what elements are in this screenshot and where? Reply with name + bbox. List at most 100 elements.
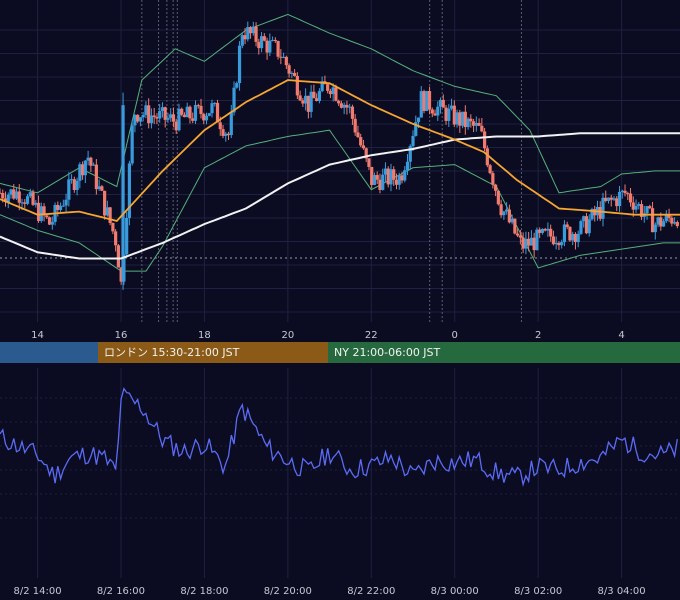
x-tick-label: 4 bbox=[618, 330, 624, 341]
candle-body bbox=[334, 87, 338, 101]
candle-body bbox=[166, 117, 170, 120]
price-panel[interactable]: 14 16 18 20 22 0 2 4 bbox=[0, 0, 680, 342]
candle-body bbox=[133, 114, 137, 126]
candle-body bbox=[17, 191, 21, 203]
candle-body bbox=[367, 158, 371, 167]
candle-body bbox=[634, 205, 638, 210]
candle-body bbox=[121, 105, 125, 281]
candle-body bbox=[50, 221, 54, 225]
candle-body bbox=[348, 106, 352, 108]
candle-body bbox=[331, 87, 335, 95]
candle-body bbox=[144, 105, 148, 115]
candle-body bbox=[383, 168, 388, 175]
candle-body bbox=[320, 81, 324, 92]
candle-body bbox=[416, 117, 421, 123]
candle-body bbox=[304, 95, 308, 104]
x-tick-label: 8/2 14:00 bbox=[13, 586, 61, 597]
candle-body bbox=[510, 218, 514, 223]
candle-body bbox=[315, 98, 319, 102]
candle-body bbox=[422, 91, 426, 111]
session-london-band: ロンドン 15:30-21:00 JST bbox=[98, 342, 328, 363]
candle-body bbox=[287, 65, 291, 74]
candle-body bbox=[672, 222, 677, 224]
candle-body bbox=[243, 35, 247, 40]
candle-body bbox=[246, 27, 250, 40]
candle-body bbox=[284, 56, 288, 66]
candle-body bbox=[615, 198, 619, 207]
candle-body bbox=[471, 121, 476, 126]
candle-body bbox=[628, 193, 633, 203]
candle-body bbox=[72, 179, 76, 190]
candle-body bbox=[650, 208, 655, 233]
candle-body bbox=[61, 205, 65, 207]
candle-body bbox=[100, 186, 104, 191]
candle-body bbox=[408, 146, 412, 162]
candle-body bbox=[47, 217, 52, 225]
candle-body bbox=[433, 113, 437, 116]
candle-body bbox=[224, 133, 228, 136]
candle-body bbox=[207, 113, 211, 116]
candle-body bbox=[312, 91, 316, 99]
candle-body bbox=[328, 90, 333, 95]
candle-body bbox=[202, 114, 206, 121]
candle-body bbox=[353, 118, 357, 133]
candle-body bbox=[213, 102, 217, 104]
candle-body bbox=[587, 219, 591, 234]
candle-body bbox=[524, 238, 528, 249]
candle-body bbox=[317, 91, 321, 102]
candle-body bbox=[562, 224, 567, 243]
candle-body bbox=[111, 222, 115, 232]
candle-body bbox=[670, 217, 674, 224]
candle-body bbox=[20, 202, 24, 204]
candle-body bbox=[529, 237, 534, 246]
x-tick-label: 8/2 22:00 bbox=[347, 586, 395, 597]
candle-body bbox=[45, 215, 49, 218]
candle-body bbox=[527, 238, 531, 246]
candle-body bbox=[141, 114, 145, 118]
candle-body bbox=[499, 204, 503, 216]
candle-body bbox=[645, 206, 649, 214]
candle-body bbox=[507, 209, 511, 223]
candle-body bbox=[543, 228, 547, 231]
candle-body bbox=[458, 112, 462, 126]
x-tick-label: 8/2 18:00 bbox=[180, 586, 228, 597]
candle-body bbox=[565, 224, 569, 227]
candle-body bbox=[97, 186, 101, 190]
candle-body bbox=[546, 228, 550, 231]
x-tick-label: 20 bbox=[281, 330, 294, 341]
candle-body bbox=[438, 99, 443, 107]
candle-body bbox=[664, 213, 668, 222]
candle-body bbox=[392, 169, 396, 180]
candle-body bbox=[130, 125, 134, 164]
candle-body bbox=[81, 164, 85, 176]
candle-body bbox=[28, 192, 32, 197]
x-tick-label: 14 bbox=[31, 330, 44, 341]
candle-body bbox=[551, 236, 556, 245]
candle-body bbox=[452, 105, 456, 125]
candle-body bbox=[42, 206, 46, 216]
candle-body bbox=[174, 121, 178, 131]
candle-body bbox=[540, 228, 545, 233]
candle-body bbox=[86, 157, 90, 161]
candle-body bbox=[345, 104, 349, 108]
candle-body bbox=[400, 175, 404, 181]
bollinger-upper-line bbox=[0, 13, 680, 194]
candle-body bbox=[215, 102, 220, 123]
candle-body bbox=[637, 204, 641, 206]
candle-body bbox=[488, 165, 492, 174]
candle-body bbox=[163, 107, 167, 120]
candle-body bbox=[505, 209, 509, 212]
candle-body bbox=[656, 217, 660, 225]
candle-body bbox=[631, 202, 635, 210]
candle-body bbox=[359, 137, 363, 146]
candle-body bbox=[661, 221, 666, 227]
candle-body bbox=[513, 218, 517, 234]
candle-body bbox=[67, 179, 71, 200]
candle-body bbox=[449, 105, 454, 109]
candle-body bbox=[430, 109, 434, 114]
ma-long-line bbox=[0, 132, 680, 260]
candle-body bbox=[199, 105, 203, 115]
candle-body bbox=[372, 175, 377, 185]
candle-body bbox=[257, 41, 261, 49]
candle-body bbox=[160, 107, 165, 112]
